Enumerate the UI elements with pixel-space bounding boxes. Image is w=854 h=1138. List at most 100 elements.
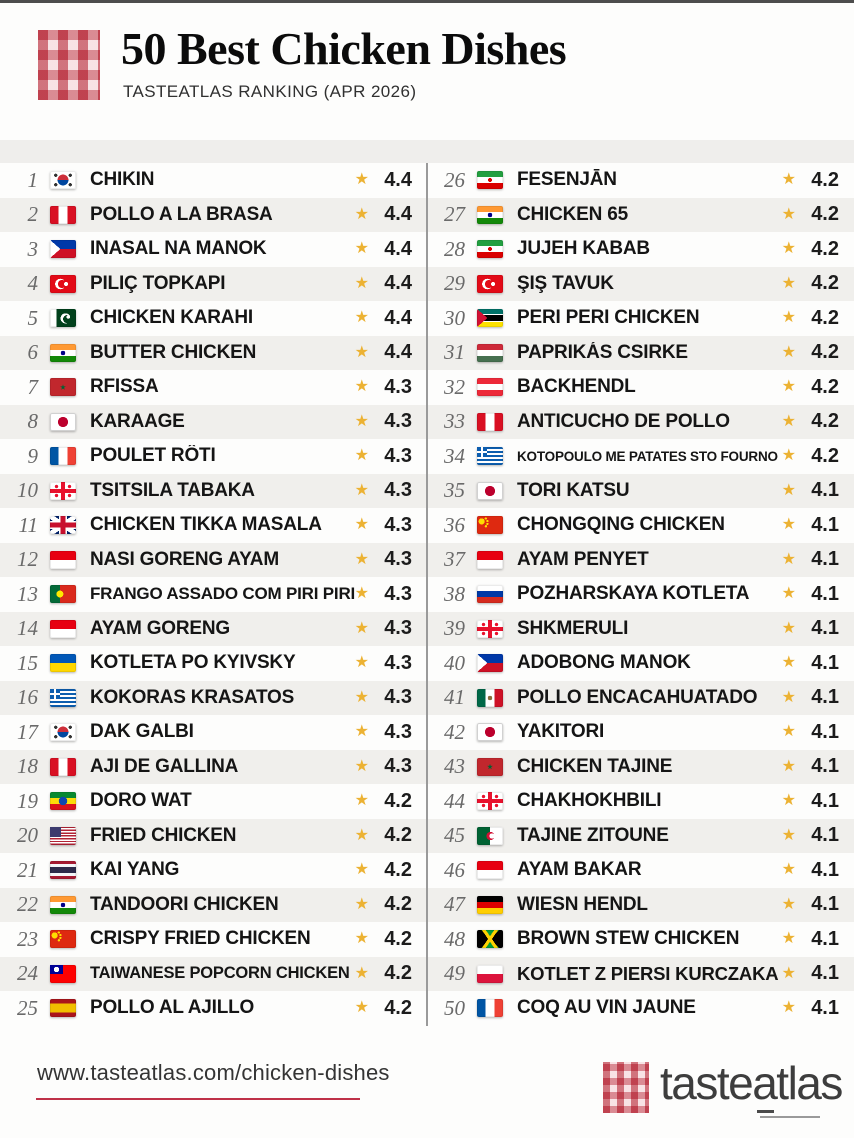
- rating-value: 4.2: [811, 168, 839, 191]
- ranking-row: 3 INASAL NA MANOK ★ 4.4: [0, 232, 427, 267]
- rank-number: 39: [444, 616, 465, 641]
- rank-number: 4: [27, 271, 39, 296]
- rank-number: 43: [444, 754, 465, 779]
- ranking-row: 31 PAPRIKÁS CSIRKE ★ 4.2: [427, 335, 854, 370]
- dish-name: KOTLETA PO KYIVSKY: [90, 652, 296, 674]
- dish-name: CHICKEN TIKKA MASALA: [90, 514, 322, 536]
- rating-value: 4.2: [811, 410, 839, 433]
- philippines-flag-icon: [50, 240, 76, 259]
- rank-number: 37: [444, 547, 465, 572]
- spain-flag-icon: [50, 999, 76, 1018]
- dish-name: KOTLET Z PIERSI KURCZAKA: [517, 962, 779, 984]
- dish-name: COQ AU VIN JAUNE: [517, 997, 696, 1019]
- rating-value: 4.2: [811, 341, 839, 364]
- india-flag-icon: [50, 895, 76, 914]
- star-icon: ★: [354, 757, 369, 775]
- dish-name: YAKITORI: [517, 721, 605, 743]
- hungary-flag-icon: [477, 343, 503, 362]
- dish-name: PERI PERI CHICKEN: [517, 307, 700, 329]
- dish-name: CHICKEN 65: [517, 203, 628, 225]
- star-icon: ★: [354, 343, 369, 361]
- top-border-line: [0, 0, 854, 3]
- star-icon: ★: [354, 723, 369, 741]
- iran-flag-icon: [477, 240, 503, 259]
- rating-value: 4.2: [384, 927, 412, 950]
- ranking-row: 23 CRISPY FRIED CHICKEN ★ 4.2: [0, 922, 427, 957]
- ranking-column-right: 26 FESENJĀN ★ 4.2 27 CHICKEN 65 ★ 4.2 28 JUJEH KA…: [427, 163, 854, 1026]
- footer-url-underline: [36, 1098, 360, 1100]
- rank-number: 12: [17, 547, 38, 572]
- dish-name: FRIED CHICKEN: [90, 824, 237, 846]
- ranking-row: 47 WIESN HENDL ★ 4.1: [427, 887, 854, 922]
- rank-number: 49: [444, 961, 465, 986]
- rating-value: 4.3: [384, 651, 412, 674]
- rating-value: 4.2: [384, 789, 412, 812]
- wordmark-underline-dark: [757, 1110, 774, 1113]
- column-divider: [426, 163, 428, 1026]
- dish-name: TSITSILA TABAKA: [90, 479, 255, 501]
- star-icon: ★: [781, 654, 796, 672]
- star-icon: ★: [354, 964, 369, 982]
- star-icon: ★: [354, 240, 369, 258]
- rank-number: 21: [17, 857, 38, 882]
- footer-url[interactable]: www.tasteatlas.com/chicken-dishes: [37, 1060, 390, 1085]
- rating-value: 4.1: [811, 548, 839, 571]
- star-icon: ★: [781, 481, 796, 499]
- star-icon: ★: [781, 274, 796, 292]
- rank-number: 24: [17, 961, 38, 986]
- rank-number: 1: [27, 167, 39, 192]
- rating-value: 4.3: [384, 686, 412, 709]
- rating-value: 4.2: [811, 306, 839, 329]
- dish-name: ADOBONG MANOK: [517, 652, 691, 674]
- rank-number: 13: [17, 581, 38, 606]
- greece-flag-icon: [50, 688, 76, 707]
- dish-name: FESENJĀN: [517, 169, 617, 191]
- georgia-flag-icon: [477, 792, 503, 811]
- south-korea-flag-icon: [50, 171, 76, 190]
- rank-number: 38: [444, 581, 465, 606]
- dish-name: PAPRIKÁS CSIRKE: [517, 341, 688, 363]
- star-icon: ★: [781, 585, 796, 603]
- dish-name: ANTICUCHO DE POLLO: [517, 410, 730, 432]
- rank-number: 5: [27, 305, 39, 330]
- rating-value: 4.2: [811, 272, 839, 295]
- ranking-row: 36 CHONGQING CHICKEN ★ 4.1: [427, 508, 854, 543]
- rank-number: 45: [444, 823, 465, 848]
- turkey-flag-icon: [477, 274, 503, 293]
- dish-name: KOTOPOULO ME PATATES STO FOURNO: [517, 448, 778, 464]
- thailand-flag-icon: [50, 861, 76, 880]
- rating-value: 4.1: [811, 720, 839, 743]
- rating-value: 4.2: [811, 237, 839, 260]
- ranking-row: 41 POLLO ENCACAHUATADO ★ 4.1: [427, 680, 854, 715]
- star-icon: ★: [354, 378, 369, 396]
- star-icon: ★: [354, 447, 369, 465]
- rank-number: 18: [17, 754, 38, 779]
- star-icon: ★: [354, 481, 369, 499]
- rating-value: 4.3: [384, 582, 412, 605]
- ranking-row: 9 POULET RÔTI ★ 4.3: [0, 439, 427, 474]
- rank-number: 20: [17, 823, 38, 848]
- japan-flag-icon: [477, 481, 503, 500]
- ranking-row: 14 AYAM GORENG ★ 4.3: [0, 611, 427, 646]
- morocco-flag-icon: [50, 378, 76, 397]
- rating-value: 4.1: [811, 962, 839, 985]
- dish-name: ŞIŞ TAVUK: [517, 272, 614, 294]
- dish-name: JUJEH KABAB: [517, 238, 650, 260]
- pakistan-flag-icon: [50, 309, 76, 328]
- rank-number: 19: [17, 788, 38, 813]
- rank-number: 22: [17, 892, 38, 917]
- mozambique-flag-icon: [477, 309, 503, 328]
- indonesia-flag-icon: [477, 550, 503, 569]
- ranking-row: 7 RFISSA ★ 4.3: [0, 370, 427, 405]
- ranking-row: 27 CHICKEN 65 ★ 4.2: [427, 197, 854, 232]
- rating-value: 4.2: [384, 893, 412, 916]
- rank-number: 47: [444, 892, 465, 917]
- ranking-row: 49 KOTLET Z PIERSI KURCZAKA ★ 4.1: [427, 956, 854, 991]
- ranking-row: 33 ANTICUCHO DE POLLO ★ 4.2: [427, 404, 854, 439]
- dish-name: POLLO ENCACAHUATADO: [517, 686, 758, 708]
- rank-number: 9: [27, 443, 39, 468]
- rating-value: 4.2: [384, 996, 412, 1019]
- dish-name: CHICKEN TAJINE: [517, 755, 673, 777]
- dish-name: NASI GORENG AYAM: [90, 548, 279, 570]
- ranking-row: 12 NASI GORENG AYAM ★ 4.3: [0, 542, 427, 577]
